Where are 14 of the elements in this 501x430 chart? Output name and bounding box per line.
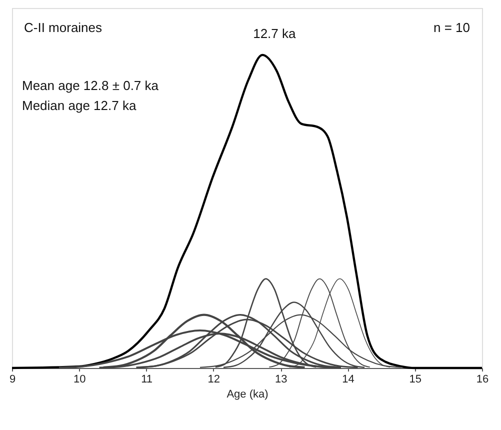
- x-tick-label: 10: [74, 374, 86, 386]
- x-tick-label: 16: [476, 374, 489, 386]
- x-axis-title: Age (ka): [226, 388, 268, 400]
- x-tick-label: 9: [9, 374, 16, 386]
- x-tick-label: 12: [208, 374, 220, 386]
- x-tick-label: 13: [274, 374, 288, 386]
- x-tick-label: 15: [409, 374, 422, 386]
- x-tick-label: 14: [342, 374, 354, 386]
- annotation: 12.7 ka: [253, 26, 297, 41]
- x-tick-label: 11: [141, 374, 152, 386]
- text: C-II moraines: [24, 20, 103, 35]
- annotation: Mean age 12.8 ± 0.7 ka: [22, 78, 160, 93]
- annotation: Median age 12.7 ka: [22, 98, 137, 113]
- text: n = 10: [433, 20, 470, 35]
